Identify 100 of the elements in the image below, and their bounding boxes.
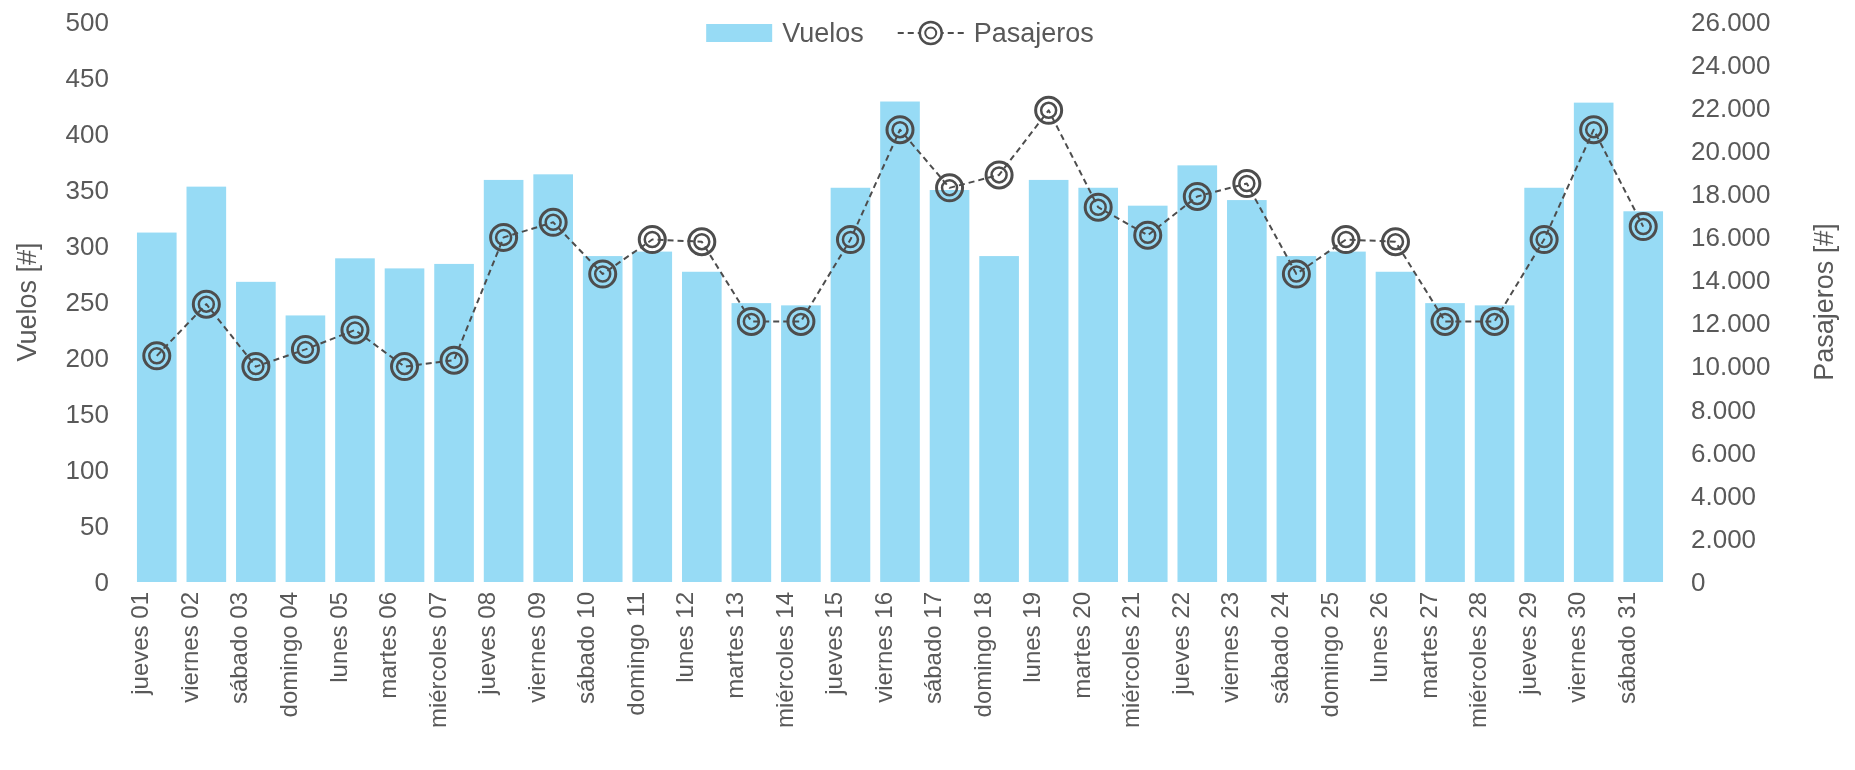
y2-tick-label: 18.000	[1691, 179, 1771, 210]
bar	[582, 256, 623, 582]
point	[191, 289, 221, 319]
point	[340, 315, 370, 345]
point	[1579, 115, 1609, 145]
x-tick-label: lunes 26	[1365, 592, 1393, 683]
bar	[929, 190, 970, 582]
x-tick-label: miércoles 28	[1464, 592, 1492, 729]
bar	[979, 256, 1019, 582]
bar	[880, 101, 920, 582]
x-tick-label: domingo 18	[968, 592, 996, 718]
y2-tick-label: 22.000	[1691, 92, 1771, 123]
x-tick-label: sábado 17	[919, 592, 947, 705]
bar	[681, 271, 722, 582]
x-tick-label: jueves 08	[473, 592, 501, 696]
point	[1628, 212, 1658, 242]
point	[687, 227, 717, 257]
y2-tick-label: 26.000	[1691, 6, 1771, 37]
x-tick-label: sábado 24	[1265, 592, 1293, 705]
x-tick-label: martes 06	[374, 592, 402, 699]
point	[1380, 227, 1410, 257]
x-tick-label: lunes 19	[1018, 592, 1046, 683]
y2-axis-title: Pasajeros [#]	[1809, 223, 1839, 381]
y-tick-label: 350	[65, 174, 109, 205]
y-tick-label: 0	[94, 566, 109, 597]
bar	[533, 174, 573, 582]
y2-tick-label: 20.000	[1691, 136, 1771, 167]
point	[439, 345, 469, 375]
x-tick-label: miércoles 07	[423, 592, 451, 729]
bar	[1573, 102, 1614, 582]
bar	[483, 179, 524, 582]
point	[588, 259, 618, 289]
point	[489, 222, 519, 252]
bar	[384, 268, 425, 582]
bar	[731, 303, 772, 582]
x-tick-label: martes 27	[1414, 592, 1442, 699]
point	[935, 173, 965, 203]
bar	[781, 305, 821, 582]
x-tick-label: miércoles 14	[770, 592, 798, 729]
bar	[1078, 187, 1119, 582]
bar	[1028, 179, 1069, 582]
y2-tick-label: 2.000	[1691, 523, 1757, 554]
x-tick-label: jueves 29	[1513, 592, 1541, 696]
point	[835, 225, 865, 255]
bar	[1425, 303, 1465, 582]
legend-label: Pasajeros	[973, 18, 1094, 49]
bar	[335, 258, 375, 582]
bar	[1227, 200, 1267, 582]
y-tick-label: 300	[65, 230, 109, 261]
bar	[1623, 211, 1664, 582]
point	[241, 352, 271, 382]
y2-tick-label: 12.000	[1691, 308, 1771, 339]
point	[1430, 306, 1460, 336]
x-tick-label: viernes 23	[1216, 592, 1244, 703]
point	[1529, 225, 1559, 255]
bar	[1524, 187, 1564, 582]
x-tick-label: lunes 12	[671, 592, 699, 683]
y-tick-label: 150	[65, 398, 109, 429]
x-tick-label: domingo 04	[275, 592, 303, 718]
point	[637, 225, 667, 255]
point	[290, 334, 320, 364]
x-tick-label: sábado 31	[1612, 592, 1640, 705]
point	[538, 207, 568, 237]
y-tick-label: 250	[65, 286, 109, 317]
y2-tick-label: 24.000	[1691, 49, 1771, 80]
point	[736, 306, 766, 336]
bar	[632, 251, 673, 582]
x-tick-label: viernes 30	[1563, 592, 1591, 703]
y-tick-label: 400	[65, 118, 109, 149]
x-tick-label: jueves 22	[1166, 592, 1194, 696]
bar	[1375, 271, 1416, 582]
bar	[186, 186, 227, 582]
y2-tick-label: 4.000	[1691, 480, 1757, 511]
x-tick-label: domingo 25	[1315, 592, 1343, 718]
x-tick-label: viernes 16	[869, 592, 897, 703]
y2-tick-label: 8.000	[1691, 394, 1757, 425]
bar	[236, 281, 276, 582]
x-tick-label: martes 13	[720, 592, 748, 699]
x-tick-label: jueves 01	[126, 592, 154, 696]
y2-tick-label: 16.000	[1691, 222, 1771, 253]
x-tick-label: lunes 05	[324, 592, 352, 683]
x-tick-label: domingo 11	[621, 592, 649, 716]
x-tick-label: martes 20	[1067, 592, 1095, 699]
x-tick-label: sábado 10	[572, 592, 600, 705]
x-tick-label: sábado 03	[225, 592, 253, 705]
point	[1480, 306, 1510, 336]
y2-tick-label: 0	[1691, 566, 1706, 597]
x-tick-label: viernes 09	[522, 592, 550, 703]
bar	[1474, 305, 1515, 582]
x-tick-label: miércoles 21	[1117, 592, 1145, 729]
y-tick-label: 100	[65, 454, 109, 485]
y-tick-label: 450	[65, 62, 109, 93]
point	[786, 306, 816, 336]
y-tick-label: 50	[80, 510, 109, 541]
point	[142, 341, 172, 371]
bar	[136, 232, 177, 582]
bar	[1326, 251, 1366, 582]
y2-tick-label: 10.000	[1691, 351, 1771, 382]
point	[1331, 225, 1361, 255]
x-tick-label: viernes 02	[175, 592, 203, 703]
